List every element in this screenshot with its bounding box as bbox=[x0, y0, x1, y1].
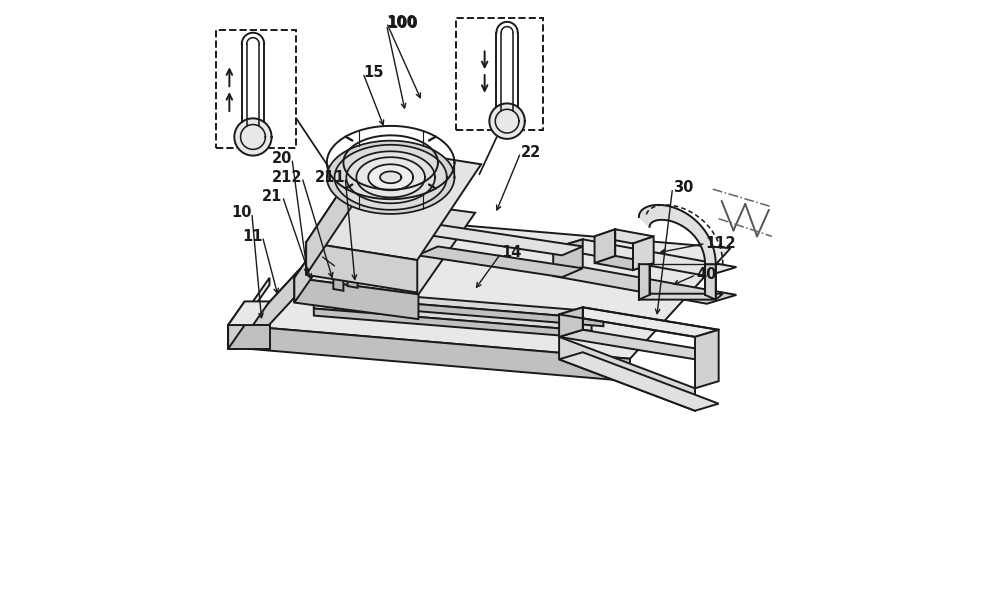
Bar bbox=[456, 18, 543, 130]
Polygon shape bbox=[639, 294, 723, 300]
Text: 15: 15 bbox=[363, 65, 383, 80]
Polygon shape bbox=[294, 196, 475, 294]
Polygon shape bbox=[595, 229, 615, 263]
Polygon shape bbox=[417, 246, 583, 277]
Polygon shape bbox=[314, 301, 592, 331]
Polygon shape bbox=[595, 229, 654, 243]
Polygon shape bbox=[335, 145, 447, 210]
Text: 14: 14 bbox=[501, 245, 522, 261]
Polygon shape bbox=[294, 196, 351, 303]
Polygon shape bbox=[245, 278, 270, 320]
Polygon shape bbox=[553, 239, 583, 276]
Text: 100: 100 bbox=[387, 15, 417, 30]
Text: 30: 30 bbox=[673, 180, 693, 196]
Polygon shape bbox=[247, 216, 349, 349]
Text: 212: 212 bbox=[272, 170, 302, 185]
Polygon shape bbox=[228, 301, 270, 325]
Polygon shape bbox=[306, 242, 417, 293]
Bar bbox=[216, 30, 296, 148]
Polygon shape bbox=[559, 352, 719, 411]
Polygon shape bbox=[333, 254, 359, 280]
Text: 40: 40 bbox=[696, 267, 717, 282]
Text: 20: 20 bbox=[272, 151, 292, 166]
Polygon shape bbox=[553, 239, 736, 276]
Polygon shape bbox=[346, 151, 435, 203]
Polygon shape bbox=[327, 141, 454, 214]
Polygon shape bbox=[294, 278, 418, 319]
Polygon shape bbox=[326, 290, 603, 319]
Text: 11: 11 bbox=[242, 229, 262, 244]
Text: 21: 21 bbox=[262, 189, 283, 204]
Polygon shape bbox=[705, 264, 716, 300]
Text: 22: 22 bbox=[521, 145, 541, 160]
Polygon shape bbox=[348, 275, 358, 288]
Polygon shape bbox=[489, 103, 525, 139]
Polygon shape bbox=[559, 330, 719, 359]
Polygon shape bbox=[356, 157, 425, 197]
Polygon shape bbox=[595, 256, 654, 270]
Polygon shape bbox=[368, 164, 413, 190]
Text: 100: 100 bbox=[388, 16, 418, 31]
Polygon shape bbox=[639, 264, 650, 300]
Polygon shape bbox=[695, 330, 719, 388]
Polygon shape bbox=[228, 301, 245, 349]
Polygon shape bbox=[247, 216, 730, 359]
Polygon shape bbox=[306, 147, 481, 260]
Polygon shape bbox=[314, 309, 592, 338]
Polygon shape bbox=[417, 225, 583, 255]
Polygon shape bbox=[247, 326, 630, 381]
Polygon shape bbox=[559, 307, 719, 337]
Text: 10: 10 bbox=[231, 205, 252, 220]
Polygon shape bbox=[639, 205, 716, 264]
Text: 112: 112 bbox=[706, 236, 736, 251]
Polygon shape bbox=[306, 147, 370, 275]
Polygon shape bbox=[326, 297, 603, 326]
Polygon shape bbox=[559, 307, 583, 337]
Polygon shape bbox=[380, 171, 401, 183]
Polygon shape bbox=[333, 278, 343, 291]
Polygon shape bbox=[234, 118, 272, 155]
Text: 211: 211 bbox=[315, 170, 345, 185]
Polygon shape bbox=[553, 267, 736, 304]
Polygon shape bbox=[348, 251, 373, 277]
Polygon shape bbox=[559, 337, 695, 411]
Polygon shape bbox=[633, 236, 654, 270]
Polygon shape bbox=[228, 325, 270, 349]
